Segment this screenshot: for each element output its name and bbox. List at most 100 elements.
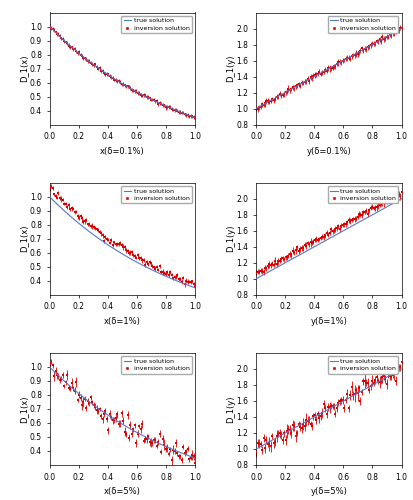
- Point: [354, 390, 360, 398]
- Point: [280, 256, 287, 264]
- Point: [397, 358, 404, 366]
- Point: [274, 257, 281, 265]
- Point: [306, 74, 313, 82]
- Point: [105, 70, 112, 78]
- Point: [330, 402, 337, 410]
- Point: [84, 398, 91, 406]
- Point: [282, 436, 288, 444]
- Point: [161, 440, 167, 448]
- Point: [162, 445, 169, 453]
- Point: [76, 48, 82, 56]
- Point: [273, 432, 279, 440]
- Point: [286, 426, 292, 434]
- Point: [139, 256, 145, 264]
- Point: [159, 435, 166, 443]
- Point: [308, 422, 315, 430]
- Point: [187, 454, 194, 462]
- Point: [109, 74, 116, 82]
- Point: [263, 264, 269, 272]
- Point: [264, 440, 271, 448]
- Point: [317, 70, 323, 78]
- Point: [308, 74, 315, 82]
- Y-axis label: D_1(x): D_1(x): [19, 395, 28, 422]
- Point: [99, 67, 106, 75]
- Point: [80, 54, 87, 62]
- Point: [270, 439, 276, 447]
- Point: [100, 70, 107, 78]
- Point: [252, 268, 259, 276]
- Point: [370, 204, 376, 212]
- Point: [140, 91, 147, 99]
- Point: [65, 384, 72, 392]
- Point: [183, 276, 189, 284]
- Point: [314, 70, 320, 78]
- Point: [70, 45, 76, 53]
- Point: [356, 210, 363, 218]
- Point: [363, 43, 370, 51]
- X-axis label: y(δ=5%): y(δ=5%): [310, 487, 347, 496]
- Point: [126, 434, 132, 442]
- Point: [274, 92, 281, 100]
- Point: [57, 32, 63, 40]
- Point: [133, 439, 139, 447]
- Point: [99, 232, 106, 239]
- Point: [311, 236, 318, 244]
- Point: [301, 422, 307, 430]
- Point: [318, 68, 325, 76]
- Point: [378, 374, 385, 382]
- Point: [396, 192, 402, 200]
- Point: [131, 422, 138, 430]
- Point: [187, 112, 194, 120]
- X-axis label: x(δ=1%): x(δ=1%): [104, 317, 140, 326]
- Point: [255, 268, 262, 276]
- Point: [67, 43, 74, 51]
- Point: [323, 67, 329, 75]
- Legend: true solution, inversion solution: true solution, inversion solution: [121, 186, 192, 204]
- Point: [102, 70, 109, 78]
- Point: [55, 189, 62, 197]
- Point: [373, 204, 379, 212]
- Point: [386, 30, 392, 38]
- Point: [77, 50, 84, 58]
- Point: [312, 70, 319, 78]
- Point: [252, 448, 259, 456]
- Point: [296, 82, 303, 90]
- Point: [177, 452, 183, 460]
- Point: [134, 430, 141, 438]
- Point: [328, 64, 335, 72]
- Point: [378, 34, 385, 42]
- Point: [112, 76, 119, 84]
- Point: [393, 27, 399, 35]
- Point: [111, 416, 117, 424]
- Point: [381, 198, 388, 206]
- Point: [306, 420, 313, 428]
- Point: [48, 358, 55, 366]
- Point: [46, 360, 53, 368]
- Point: [277, 255, 284, 263]
- Point: [350, 390, 357, 398]
- Point: [276, 90, 282, 98]
- Point: [150, 96, 157, 104]
- X-axis label: y(δ=0.1%): y(δ=0.1%): [306, 146, 350, 156]
- Point: [325, 228, 332, 236]
- Point: [295, 248, 301, 256]
- Point: [87, 59, 94, 67]
- Point: [48, 182, 55, 190]
- Point: [390, 30, 396, 38]
- Point: [134, 88, 141, 96]
- Point: [174, 450, 180, 458]
- Point: [156, 98, 163, 106]
- Point: [362, 45, 369, 53]
- Point: [380, 35, 386, 43]
- Point: [273, 92, 279, 100]
- Point: [139, 420, 145, 428]
- Point: [67, 205, 74, 213]
- Point: [156, 262, 163, 270]
- Legend: true solution, inversion solution: true solution, inversion solution: [121, 16, 192, 33]
- Point: [331, 410, 338, 418]
- Point: [384, 370, 391, 378]
- Point: [339, 56, 345, 64]
- Point: [83, 216, 90, 224]
- Point: [119, 416, 126, 424]
- Point: [93, 225, 100, 233]
